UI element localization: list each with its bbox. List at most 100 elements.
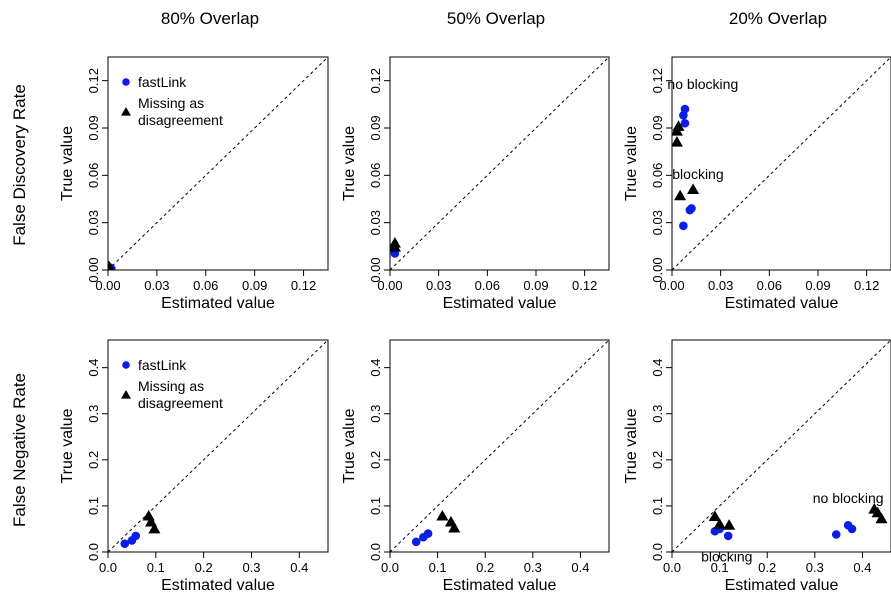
y-axis-title: True value [341,408,358,483]
x-tick-label: 0.2 [476,560,494,575]
y-axis-title: True value [341,126,358,201]
data-points [672,104,700,231]
y-tick-label: 0.3 [368,405,383,423]
panel-1: 0.00 0.03 0.06 0.09 0.12 Estimated value 0.00 0… [59,56,329,312]
missing-point [713,518,726,529]
x-tick-label: 0.4 [571,560,589,575]
y-tick-label: 0.00 [368,257,383,282]
x-tick-label: 0.09 [242,278,267,293]
y-axis-title: True value [59,408,76,483]
fastlink-point [680,118,690,128]
data-points [120,509,161,549]
missing-point [672,136,683,147]
x-tick-label: 0.00 [659,278,684,293]
column-title-2: 50% Overlap [447,9,545,28]
x-axis: 0.00 0.03 0.06 0.09 0.12 Estimated value [95,270,316,312]
plot-frame [671,339,891,553]
legend-missing-marker [121,389,131,399]
x-tick-label: 0.1 [429,560,447,575]
x-axis-title: Estimated value [161,295,275,312]
y-tick-label: 0.4 [368,359,383,377]
missing-point [875,512,888,524]
legend-missing-label-line2: disagreement [138,395,223,411]
y-tick-label: 0.03 [650,210,665,235]
legend-missing-label-line2: disagreement [138,112,223,128]
x-tick-label: 0.0 [663,560,681,575]
y-tick-label: 0.4 [650,359,665,377]
fastlink-point [679,111,688,120]
legend-missing-label-line1: Missing as [138,378,204,394]
x-tick-label: 0.09 [805,278,830,293]
missing-point [148,522,161,534]
fastlink-point [131,531,141,541]
annotation-label: blocking [672,166,723,182]
y-tick-label: 0.00 [86,257,101,282]
plot-frame [107,339,329,553]
y-axis: 0.0 0.1 0.2 0.3 0.4 True value [341,359,390,561]
y-tick-label: 0.12 [86,68,101,93]
y-axis: 0.00 0.03 0.06 0.09 0.12 True value [623,68,672,283]
y-tick-label: 0.00 [650,257,665,282]
missing-point [436,509,449,521]
legend-missing-label-line1: Missing as [138,95,204,111]
missing-point [390,237,401,248]
y-tick-label: 0.12 [368,68,383,93]
fastlink-point [423,529,433,538]
y-tick-label: 0.2 [368,451,383,469]
x-axis: 0.0 0.1 0.2 0.3 0.4 Estimated value [99,552,308,594]
x-tick-label: 0.1 [147,560,165,575]
y-tick-label: 0.1 [368,497,383,515]
diagonal-line [672,57,891,270]
fastlink-point [847,524,857,534]
x-tick-label: 0.0 [99,560,117,575]
y-tick-label: 0.1 [86,497,101,515]
legend-fastlink-marker [122,78,130,86]
plot-frame [107,56,329,271]
y-tick-label: 0.1 [650,497,665,515]
data-points [708,503,888,541]
diagonal-line [108,340,328,552]
x-tick-label: 0.2 [758,560,776,575]
x-tick-label: 0.03 [708,278,733,293]
legend-fastlink-marker [122,361,130,369]
x-tick-label: 0.12 [854,278,879,293]
row-title-1: False Discovery Rate [10,84,29,246]
fastlink-point [687,204,696,213]
y-tick-label: 0.0 [650,543,665,561]
data-points [108,260,116,270]
fastlink-point [723,531,733,541]
y-axis: 0.0 0.1 0.2 0.3 0.4 True value [59,359,108,561]
x-tick-label: 0.00 [95,278,120,293]
plot-frame [389,339,610,553]
diagonal-line [390,57,609,270]
x-axis-title: Estimated value [725,577,839,594]
plot-frame [389,56,610,271]
x-axis: 0.00 0.03 0.06 0.09 0.12 Estimated value [659,270,879,312]
x-axis: 0.0 0.1 0.2 0.3 0.4 Estimated value [663,552,871,594]
x-tick-label: 0.06 [193,278,218,293]
x-tick-label: 0.09 [523,278,548,293]
missing-point [723,519,736,530]
x-axis: 0.0 0.1 0.2 0.3 0.4 Estimated value [381,552,589,594]
x-tick-label: 0.2 [195,560,213,575]
x-tick-label: 0.03 [144,278,169,293]
y-tick-label: 0.2 [86,451,101,469]
column-titles: 80% Overlap 50% Overlap 20% Overlap [161,9,827,28]
y-tick-label: 0.4 [86,359,101,377]
x-tick-label: 0.4 [853,560,871,575]
legend-missing-marker [121,106,131,116]
y-axis: 0.0 0.1 0.2 0.3 0.4 True value [623,359,672,561]
y-tick-label: 0.09 [368,115,383,140]
y-tick-label: 0.06 [86,163,101,188]
fastlink-point [679,221,688,231]
fastlink-point [120,539,130,549]
data-points [390,237,401,258]
y-tick-label: 0.2 [650,451,665,469]
